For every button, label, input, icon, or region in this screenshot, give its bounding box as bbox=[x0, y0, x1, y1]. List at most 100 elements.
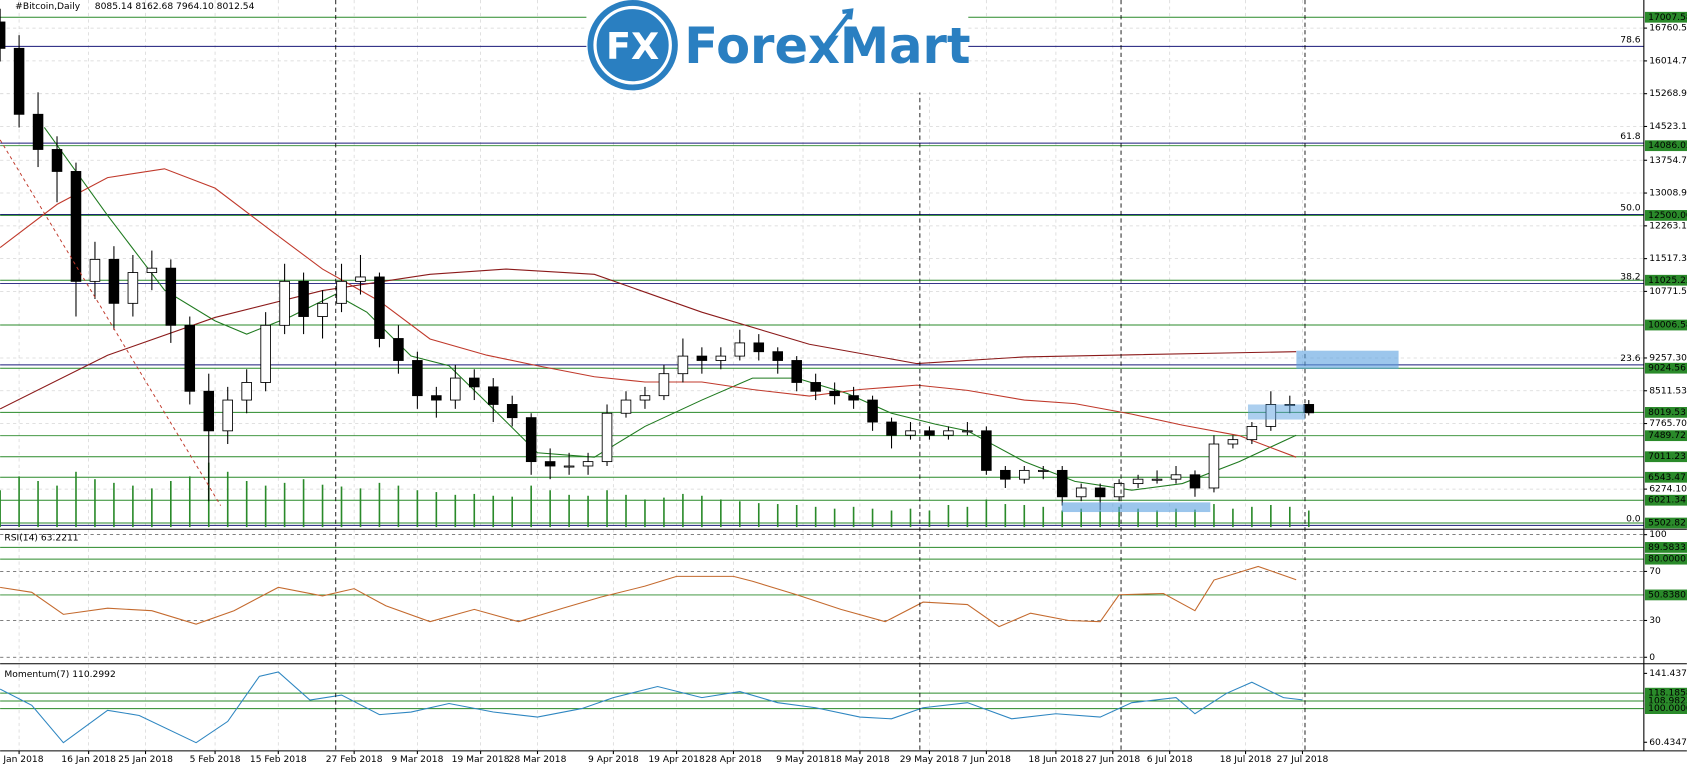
candle-body bbox=[1019, 469, 1030, 480]
candle-body bbox=[317, 302, 328, 317]
candle-body bbox=[734, 342, 746, 357]
y-tick-label: 7765.70 bbox=[1649, 419, 1687, 429]
candle-body bbox=[886, 421, 897, 436]
candle-body bbox=[260, 324, 271, 383]
candle-body bbox=[905, 430, 916, 436]
level-tag bbox=[1644, 517, 1687, 529]
x-tick-label: 18 May 2018 bbox=[830, 755, 890, 765]
candle-body bbox=[165, 267, 177, 326]
candle-body bbox=[222, 399, 233, 432]
ohlc-quote: 8085.14 8162.68 7964.10 8012.54 bbox=[95, 2, 255, 12]
candle-body bbox=[1151, 478, 1163, 481]
level-tag bbox=[1644, 451, 1687, 463]
fib-label: 61.8 bbox=[1620, 132, 1641, 142]
fib-label: 38.2 bbox=[1620, 273, 1640, 283]
candle-body bbox=[829, 390, 840, 397]
level-tag bbox=[1644, 687, 1687, 699]
candle-body bbox=[753, 342, 765, 353]
candle-body bbox=[1075, 487, 1087, 498]
candle-body bbox=[1132, 478, 1144, 485]
indicator-line bbox=[0, 565, 1297, 628]
level-tag bbox=[1644, 407, 1687, 418]
x-tick-label: 16 Jan 2018 bbox=[61, 755, 116, 765]
x-tick-label: 18 Jun 2018 bbox=[1028, 755, 1083, 765]
candle-body bbox=[487, 386, 499, 405]
candle-body bbox=[525, 417, 537, 463]
momentum-title: Momentum(7) 110.2992 bbox=[4, 670, 115, 680]
level-label: 100.0000 bbox=[1648, 704, 1687, 714]
level-tag bbox=[1644, 703, 1687, 715]
candle-body bbox=[127, 272, 139, 304]
candle-body bbox=[981, 430, 992, 471]
highlight-zone bbox=[1061, 502, 1211, 513]
x-tick-label: 6 Jul 2018 bbox=[1147, 755, 1193, 765]
candle-body bbox=[184, 324, 196, 392]
x-tick-label: 28 Apr 2018 bbox=[705, 755, 762, 765]
candle-body bbox=[412, 360, 423, 397]
candle-body bbox=[810, 382, 821, 392]
candle-body bbox=[1094, 487, 1106, 498]
y-tick-label: 60.4347 bbox=[1649, 738, 1687, 748]
x-tick-label: 27 Jun 2018 bbox=[1085, 755, 1140, 765]
highlight-zone bbox=[1296, 350, 1399, 369]
candle-body bbox=[924, 430, 935, 436]
candle-body bbox=[298, 280, 309, 317]
fib-label: 50.0 bbox=[1620, 204, 1641, 214]
candle-body bbox=[0, 21, 6, 49]
candle-body bbox=[943, 430, 954, 436]
fib-label: 23.6 bbox=[1620, 354, 1641, 364]
level-tag bbox=[1644, 11, 1687, 23]
fib-label: 0.0 bbox=[1626, 514, 1641, 524]
highlight-zone bbox=[1247, 404, 1305, 420]
level-label: 80.0000 bbox=[1648, 555, 1686, 565]
candle-body bbox=[506, 404, 518, 419]
symbol-title: #Bitcoin,Daily bbox=[15, 2, 81, 12]
level-tag bbox=[1644, 553, 1687, 565]
x-tick-label: 29 May 2018 bbox=[900, 755, 960, 765]
indicator-line bbox=[0, 671, 1303, 744]
level-tag bbox=[1644, 362, 1687, 374]
candle-body bbox=[374, 276, 385, 339]
logo-arrow bbox=[826, 8, 854, 43]
logo-circle bbox=[587, 0, 678, 91]
level-label: 6543.47 bbox=[1648, 473, 1686, 483]
y-tick-label: 12263.10 bbox=[1649, 221, 1687, 231]
candle-body bbox=[677, 355, 689, 375]
candle-body bbox=[848, 395, 859, 401]
rsi-title: RSI(14) 63.2211 bbox=[4, 533, 78, 543]
level-tag bbox=[1644, 695, 1687, 707]
y-tick-label: 11517.30 bbox=[1649, 254, 1687, 264]
level-label: 7489.72 bbox=[1648, 431, 1686, 441]
candle-body bbox=[51, 149, 63, 172]
candle-body bbox=[658, 373, 670, 397]
y-tick-label: 15268.90 bbox=[1649, 89, 1687, 99]
candle-body bbox=[867, 399, 878, 423]
x-tick-label: 9 May 2018 bbox=[776, 755, 830, 765]
level-label: 8019.53 bbox=[1648, 408, 1686, 418]
x-tick-label: 27 Jul 2018 bbox=[1277, 755, 1329, 765]
level-label: 12500.00 bbox=[1648, 211, 1687, 221]
logo-ring bbox=[593, 5, 672, 85]
x-tick-label: 27 Feb 2018 bbox=[326, 755, 383, 765]
candle-body bbox=[1113, 483, 1125, 498]
level-label: 11025.25 bbox=[1648, 276, 1687, 286]
candle-body bbox=[355, 276, 366, 282]
candle-body bbox=[241, 382, 252, 401]
level-tag bbox=[1644, 589, 1687, 601]
fib-label: 78.6 bbox=[1620, 35, 1641, 45]
candle-body bbox=[563, 465, 575, 468]
candle-body bbox=[393, 338, 404, 361]
candle-body bbox=[89, 258, 101, 282]
candle-body bbox=[336, 280, 347, 304]
candle-body bbox=[544, 461, 556, 467]
trendline bbox=[0, 139, 222, 506]
candle-body bbox=[108, 258, 120, 304]
level-tag bbox=[1644, 542, 1687, 553]
candle-body bbox=[1037, 469, 1049, 472]
x-tick-label: 5 Jan 2018 bbox=[0, 755, 44, 765]
level-label: 6021.34 bbox=[1648, 496, 1686, 506]
candle-body bbox=[639, 395, 651, 401]
level-label: 9024.56 bbox=[1648, 364, 1686, 374]
